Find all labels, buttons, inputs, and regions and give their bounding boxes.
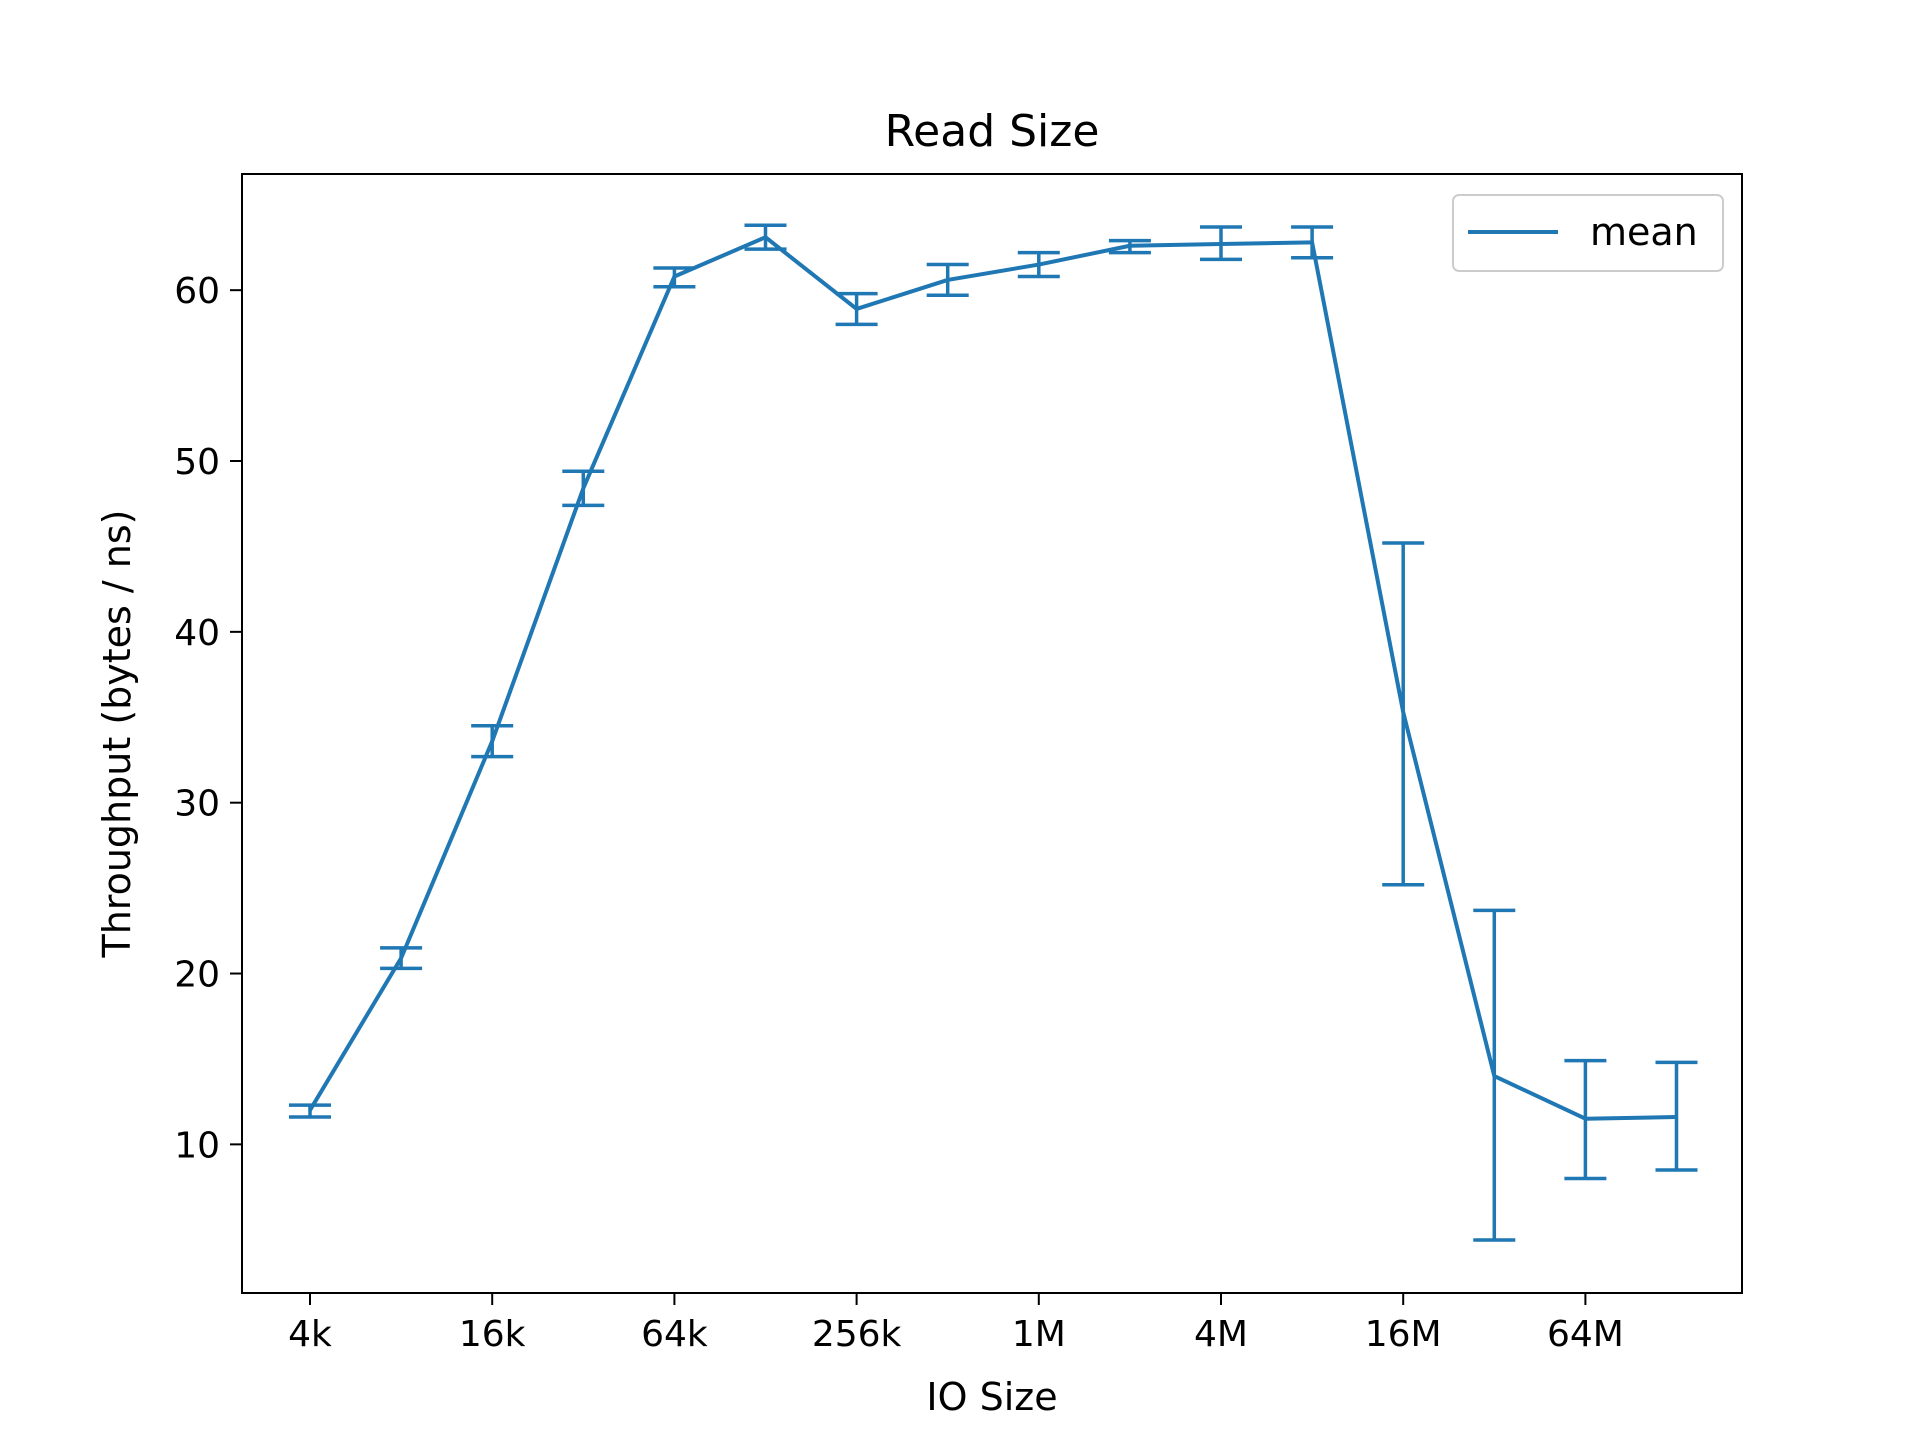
x-tick-label: 4M <box>1194 1314 1248 1355</box>
y-tick-label: 60 <box>174 271 220 312</box>
x-tick-label: 256k <box>812 1314 902 1355</box>
x-tick-label: 4k <box>288 1314 332 1355</box>
chart-title: Read Size <box>885 106 1100 157</box>
plot-frame <box>241 173 1743 1294</box>
y-tick-label: 30 <box>174 784 220 825</box>
x-tick-label: 64M <box>1547 1314 1624 1355</box>
y-tick-label: 20 <box>174 955 220 996</box>
y-axis: 10 20 30 40 50 60 <box>174 271 242 1166</box>
y-tick-label: 10 <box>174 1125 220 1166</box>
y-axis-title: Throughput (bytes / ns) <box>95 510 139 959</box>
y-tick-label: 50 <box>174 442 220 483</box>
mean-line <box>308 235 1677 1121</box>
legend-label: mean <box>1590 210 1698 254</box>
x-tick-label: 1M <box>1012 1314 1066 1355</box>
legend: mean <box>1452 194 1724 272</box>
x-tick-label: 16M <box>1365 1314 1442 1355</box>
x-tick-label: 16k <box>459 1314 526 1355</box>
series-layer <box>289 223 1698 1242</box>
x-axis: 4k 16k 64k 256k 1M 4M 16M 64M <box>288 1293 1624 1355</box>
x-tick-label: 64k <box>641 1314 708 1355</box>
legend-box <box>1452 194 1724 272</box>
y-tick-label: 40 <box>174 613 220 654</box>
x-axis-title: IO Size <box>926 1375 1057 1419</box>
